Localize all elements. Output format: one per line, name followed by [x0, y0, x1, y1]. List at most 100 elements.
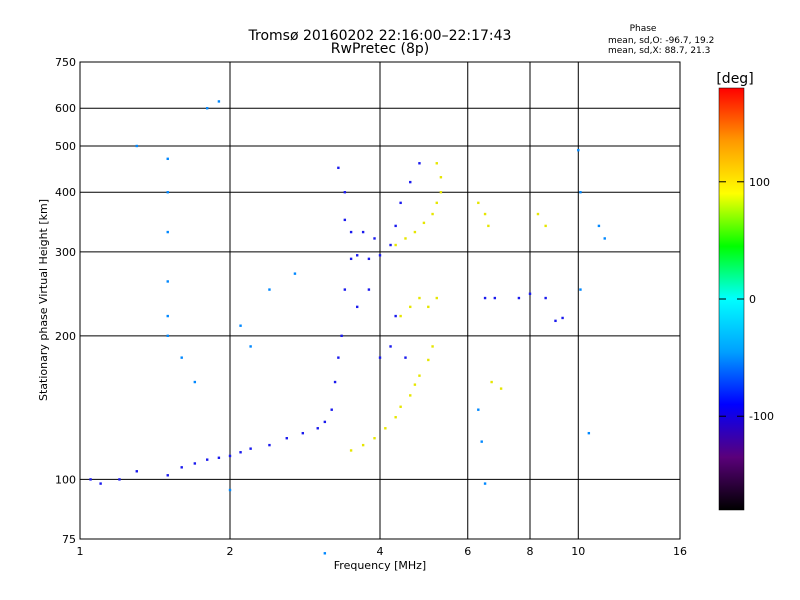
data-point-o — [205, 458, 209, 461]
data-point-o — [389, 243, 392, 247]
data-point-o — [349, 230, 353, 234]
data-point-o — [343, 191, 347, 194]
data-point-o — [349, 257, 353, 261]
data-point-scattered — [249, 345, 252, 348]
data-point-x — [490, 380, 493, 384]
data-point-o — [343, 218, 347, 222]
data-point-x — [384, 427, 387, 430]
grid — [80, 62, 680, 539]
data-point-o — [367, 257, 371, 261]
data-point-scattered — [193, 380, 197, 384]
data-point-o — [399, 201, 402, 205]
data-point-scattered — [293, 272, 297, 275]
data-point-scattered — [480, 440, 483, 443]
data-point-x — [431, 212, 434, 216]
data-point-x — [394, 243, 397, 247]
data-point-scattered — [180, 356, 183, 359]
x-axis-ticks: 1 2 4 6 8 10 16 — [77, 545, 688, 558]
legend-line-o: mean, sd,O: -96.7, 19.2 — [608, 36, 714, 46]
y-tick-label: 100 — [55, 473, 76, 486]
data-point-x — [439, 191, 443, 194]
data-point-o — [217, 456, 221, 459]
data-point-o — [228, 454, 232, 458]
data-point-x — [404, 237, 407, 240]
data-point-scattered — [579, 288, 582, 291]
data-point-scattered — [166, 157, 169, 161]
data-point-scattered — [217, 100, 221, 103]
y-tick-label: 750 — [55, 56, 76, 69]
chart-subtitle: RwPretec (8p) — [331, 41, 429, 57]
x-tick-label: 10 — [571, 545, 585, 558]
x-tick-label: 1 — [77, 545, 84, 558]
data-point-o — [337, 166, 340, 170]
data-point-x — [439, 176, 443, 179]
y-axis-label: Stationary phase Virtual Height [km] — [37, 199, 50, 401]
data-point-x — [435, 162, 438, 165]
data-point-x — [483, 212, 487, 216]
data-point-scattered — [597, 224, 601, 228]
data-point-o — [333, 380, 337, 384]
data-point-scattered — [323, 552, 327, 555]
data-point-x — [536, 212, 540, 216]
y-axis-ticks: 75 100 200 300 400 500 600 750 — [55, 56, 76, 546]
data-point-scattered — [483, 482, 487, 485]
data-point-x — [487, 224, 490, 228]
data-point-x — [399, 314, 402, 318]
data-point-o — [394, 224, 397, 228]
data-point-x — [413, 383, 417, 386]
data-point-o — [528, 292, 532, 295]
data-point-o — [493, 296, 497, 300]
data-point-o — [180, 466, 183, 469]
data-point-o — [404, 356, 407, 359]
data-point-scattered — [166, 280, 169, 283]
data-point-o — [554, 319, 557, 323]
data-point-o — [483, 296, 487, 300]
data-point-x — [418, 374, 421, 377]
x-tick-label: 16 — [673, 545, 687, 558]
colorbar-tick-label: 0 — [749, 293, 756, 306]
data-point-scattered — [166, 191, 169, 194]
colorbar: [deg] 100 0 -100 — [716, 71, 774, 511]
data-point-x — [499, 387, 503, 390]
data-point-o — [355, 254, 359, 257]
data-point-o — [99, 482, 102, 485]
data-point-o — [249, 447, 252, 450]
y-tick-label: 75 — [62, 533, 76, 546]
data-point-o — [361, 230, 365, 234]
data-point-x — [477, 201, 480, 205]
data-point-x — [427, 305, 430, 309]
data-point-o — [239, 451, 242, 454]
data-point-o — [343, 288, 347, 291]
data-point-scattered — [205, 107, 209, 110]
data-point-scattered — [228, 488, 232, 492]
data-point-o — [285, 437, 288, 440]
plot-area: 1 2 4 6 8 10 16 75 100 200 300 400 500 600 750 — [55, 56, 687, 558]
y-tick-label: 200 — [55, 330, 76, 343]
data-point-x — [418, 296, 421, 300]
data-point-x — [409, 394, 412, 397]
data-point-o — [193, 462, 197, 465]
data-point-x — [394, 416, 397, 419]
data-point-o — [340, 334, 343, 338]
x-axis-label: Frequency [MHz] — [334, 559, 426, 572]
colorbar-tick-label: -100 — [749, 410, 774, 423]
y-tick-label: 300 — [55, 246, 76, 259]
data-point-o — [118, 478, 121, 481]
data-point-o — [544, 296, 547, 300]
data-point-o — [561, 316, 564, 320]
data-point-x — [427, 358, 430, 362]
data-point-scattered — [477, 408, 480, 411]
chart-title: Tromsø 20160202 22:16:00–22:17:43 — [248, 28, 512, 44]
data-point-scattered — [166, 230, 169, 234]
data-point-o — [373, 237, 376, 240]
data-point-x — [435, 201, 438, 205]
data-point-scattered — [166, 334, 169, 338]
data-point-o — [418, 162, 421, 165]
data-point-o — [394, 314, 397, 318]
data-point-o — [89, 478, 92, 481]
data-point-scattered — [166, 314, 169, 318]
data-point-x — [435, 296, 438, 300]
y-tick-label: 500 — [55, 140, 76, 153]
data-point-x — [409, 305, 412, 309]
